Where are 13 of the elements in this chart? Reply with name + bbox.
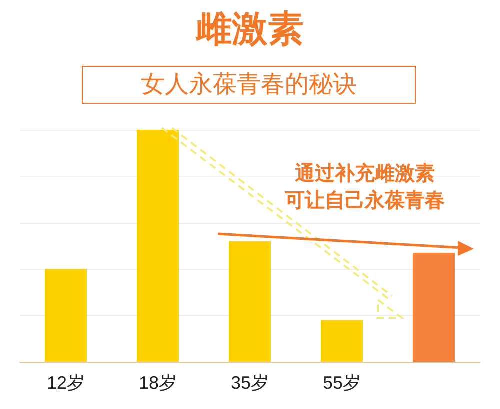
chart-title: 雌激素 (194, 8, 305, 52)
chart-subtitle: 女人永葆青春的秘诀 (82, 66, 416, 104)
x-tick-label: 55岁 (322, 373, 362, 393)
x-tick-label: 35岁 (230, 373, 270, 393)
bar (321, 320, 363, 362)
bar (137, 130, 179, 362)
bar (413, 252, 455, 362)
annotation: 可让自己永葆青春 (284, 187, 446, 214)
x-tick-label: 12岁 (46, 373, 86, 393)
bar (229, 241, 271, 362)
bar (45, 269, 87, 362)
annotation: 通过补充雌激素 (294, 160, 436, 187)
x-tick-label: 18岁 (138, 373, 178, 393)
